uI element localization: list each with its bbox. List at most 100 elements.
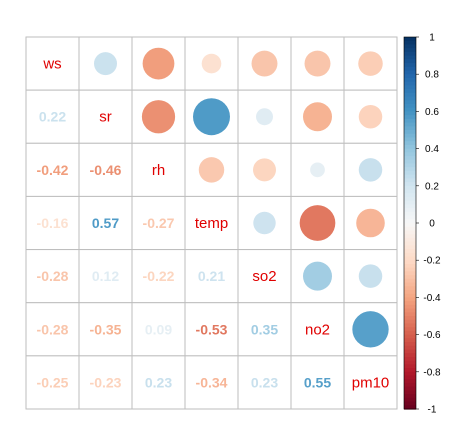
colorbar-segment [404,342,416,347]
colorbar-tick-label: -0.8 [423,367,441,378]
corr-value-no2-sr: -0.35 [90,321,122,337]
corr-circle-ws-sr [94,52,117,76]
colorbar-segment [404,44,416,49]
colorbar-segment [404,174,416,179]
corr-value-pm10-rh: 0.23 [145,374,172,390]
colorbar-segment [404,40,416,46]
colorbar-segment [404,249,416,254]
colorbar-segment [404,319,416,325]
colorbar-segment [404,215,416,220]
cell-border [25,36,80,91]
colorbar-segment [404,368,416,373]
colorbar-segment [404,208,416,213]
colorbar-segment [404,338,416,343]
corr-circle-rh-pm10 [358,158,383,182]
corr-value-sr-ws: 0.22 [39,109,66,125]
corr-circle-temp-pm10 [356,208,385,238]
colorbar-segment [404,226,416,232]
colorbar-segment [404,137,416,142]
colorbar-segment [404,96,416,101]
colorbar-segment [404,63,416,68]
colorbar-segment [404,312,416,317]
colorbar-segment [404,122,416,127]
colorbar-tick-label: -0.4 [423,293,441,304]
corr-circle-temp-so2 [253,211,276,235]
corr-value-so2-ws: -0.28 [37,268,69,284]
colorbar-segment [404,196,416,202]
colorbar-segment [404,245,416,250]
corr-value-no2-ws: -0.28 [37,321,69,337]
colorbar-segment [404,263,416,269]
cell-border [78,195,133,251]
cell-border [343,89,398,144]
colorbar-segment [404,81,416,86]
colorbar-segment [404,219,416,224]
corr-value-rh-sr: -0.46 [90,162,122,178]
colorbar-segment [404,230,416,235]
colorbar-segment [404,115,416,120]
cell-border [131,249,186,304]
colorbar-segment [404,282,416,287]
colorbar-segment [404,297,416,302]
variable-label-ws: ws [42,56,61,73]
colorbar-segment [404,77,416,83]
colorbar-segment [404,382,416,388]
colorbar-segment [404,401,416,406]
colorbar-segment [404,323,416,328]
cell-border [25,89,80,144]
colorbar-tick-label: 0.8 [425,70,439,81]
colorbar-segment [404,260,416,265]
colorbar-segment [404,286,416,291]
variable-label-so2: so2 [252,268,276,285]
colorbar-tick-label: 0.2 [425,181,439,192]
corr-circle-sr-no2 [303,102,332,132]
colorbar-segment [404,353,416,358]
colorbar-segment [404,100,416,105]
colorbar-segment [404,356,416,362]
corr-circle-sr-so2 [256,108,273,126]
colorbar-segment [404,59,416,64]
corr-value-so2-sr: 0.12 [92,268,119,284]
corr-circle-rh-temp [198,157,225,183]
variable-label-sr: sr [99,109,112,126]
colorbar-segment [404,48,416,53]
corr-value-temp-sr: 0.57 [92,215,119,231]
colorbar-segment [404,304,416,310]
corr-circle-rh-no2 [310,162,325,178]
cell-border [237,355,292,410]
corr-value-no2-rh: 0.09 [145,321,172,337]
colorbar-segment [404,360,416,365]
colorbar-segment [404,133,416,139]
colorbar-segment [404,144,416,150]
cell-border [343,355,398,410]
corr-circle-sr-temp [193,98,230,136]
corr-value-pm10-no2: 0.55 [304,374,331,390]
colorbar-segment [404,193,416,198]
colorbar-segment [404,349,416,354]
colorbar-segment [404,170,416,176]
colorbar-segment [404,103,416,109]
corr-value-pm10-so2: 0.23 [251,374,278,390]
colorbar-segment [404,330,416,336]
colorbar-segment [404,189,416,194]
colorbar-segment [404,397,416,403]
colorbar-segment [404,327,416,332]
corr-circle-ws-rh [142,47,175,80]
colorbar-segment [404,200,416,205]
colorbar-segment [404,308,416,313]
colorbar-segment [404,70,416,75]
cell-border [184,195,239,251]
colorbar-tick-label: 0.4 [425,144,439,155]
colorbar-segment [404,89,416,94]
variable-label-temp: temp [195,215,228,232]
variable-label-no2: no2 [305,321,330,338]
colorbar-segment [404,345,416,351]
colorbar-segment [404,293,416,298]
corr-value-temp-ws: -0.16 [37,215,69,231]
colorbar-segment [404,92,416,98]
colorbar-segment [404,379,416,384]
cell-border [25,355,80,410]
colorbar-segment [404,223,416,228]
colorbar-segment [404,275,416,280]
colorbar-tick-label: -0.2 [423,256,441,267]
